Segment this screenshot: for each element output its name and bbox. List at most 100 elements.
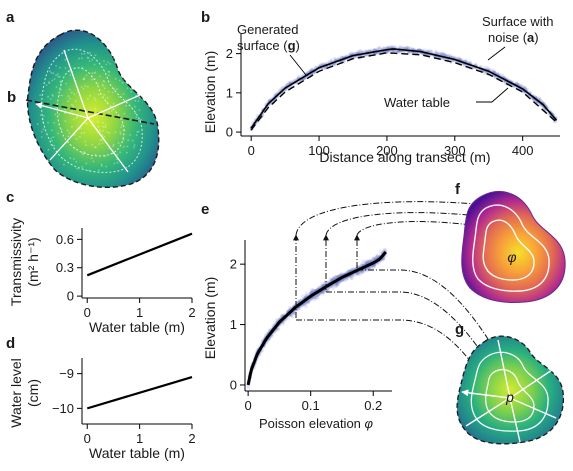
d-x-tick-label: 1 — [136, 431, 143, 446]
map-a-speckle-dot — [59, 66, 61, 69]
c-x-tick-label: 2 — [188, 305, 195, 320]
b-noise-point — [340, 55, 344, 60]
d-y-tick-label: −10 — [52, 401, 74, 416]
b-noise-point — [404, 46, 408, 51]
panel-b: b 0 100 200 300 400 012 Distance along trans… — [201, 9, 560, 165]
map-a-speckle-dot — [94, 153, 97, 156]
map-a-speckle-dot — [87, 98, 89, 100]
c-y-axis-label-line2: (m² h⁻¹) — [25, 237, 41, 286]
map-a-speckle-dot — [82, 153, 84, 156]
c-y-tick-label: 0.6 — [56, 232, 74, 247]
map-a-speckle-dot — [114, 131, 117, 134]
e-y-axis-label: Elevation (m) — [202, 277, 218, 359]
map-a-speckle-dot — [138, 109, 141, 111]
map-a-speckle-dot — [55, 107, 57, 109]
map-a-speckle-dot — [135, 116, 138, 119]
map-a-speckle-dot — [133, 146, 135, 149]
map-a-speckle-dot — [99, 131, 102, 133]
map-a-speckle-dot — [112, 102, 115, 105]
e-point — [382, 247, 387, 252]
d-data-line — [86, 376, 193, 410]
c-y-tick-label: 0 — [67, 289, 74, 304]
b-noise-point — [363, 49, 368, 54]
map-a-speckle-dot — [83, 78, 85, 81]
map-a-speckle-dot — [45, 84, 48, 86]
b-noise-point — [410, 47, 415, 51]
b-noise-point — [386, 45, 391, 49]
map-a-speckle-dot — [112, 145, 114, 148]
b-noise-point — [358, 49, 362, 53]
map-a-speckle-dot — [136, 131, 139, 133]
b-noise-point — [398, 45, 402, 49]
map-a-speckle-dot — [85, 162, 88, 165]
b-annotation-water-table: Water table — [384, 95, 450, 110]
b-noise-point — [392, 49, 397, 54]
b-noise-point — [368, 49, 372, 53]
map-a-speckle-dot — [123, 78, 126, 81]
map-a-speckle-dot — [47, 81, 50, 84]
b-noise-point — [435, 51, 439, 55]
map-a-speckle-dot — [63, 112, 66, 114]
transect-line — [25, 99, 155, 125]
map-a-speckle-dot — [70, 111, 73, 113]
d-x-tick-label: 2 — [188, 431, 195, 446]
b-noise-point — [328, 59, 333, 63]
map-a-speckle-dot — [134, 99, 137, 102]
b-noise-point — [440, 52, 444, 56]
b-annotation-generated-line1: Generated — [237, 22, 298, 37]
map-a-speckle-dot — [72, 105, 75, 108]
b-noise-point — [320, 62, 325, 67]
map-a-speckle-dot — [83, 77, 86, 80]
map-a-speckle-dot — [94, 54, 97, 57]
b-noise-point — [552, 120, 557, 124]
e-y-tick-label: 2 — [230, 257, 237, 272]
map-a-speckle-dot — [51, 79, 53, 82]
map-a-speckle-dot — [51, 94, 54, 96]
map-a-speckle-dot — [61, 94, 63, 97]
map-a-speckle-dot — [73, 134, 76, 137]
b-noise-point — [399, 45, 403, 49]
map-a-speckle-dot — [71, 125, 73, 128]
map-a-speckle-dot — [85, 144, 87, 147]
b-noise-point — [394, 49, 399, 53]
map-a-speckle-dot — [83, 131, 86, 134]
panel-label-c: c — [6, 189, 14, 206]
map-a-speckle-dot — [53, 121, 56, 124]
map-a-speckle-dot — [99, 75, 101, 78]
map-a-speckle-dot — [97, 169, 100, 172]
b-noise-point — [433, 51, 438, 55]
map-a-speckle-dot — [80, 86, 83, 89]
b-noise-point — [442, 57, 446, 61]
b-noise-point — [329, 58, 334, 62]
map-a-speckle-dot — [110, 110, 113, 112]
map-a-speckle-dot — [127, 139, 130, 142]
c-y-ticks: 0 0.3 0.6 — [56, 232, 82, 304]
map-a-speckle-dot — [139, 119, 142, 122]
b-noise-point — [402, 50, 406, 54]
b-noise-point — [336, 56, 341, 61]
map-a-speckle-dot — [92, 160, 95, 163]
b-noise-point — [279, 87, 283, 91]
panel-label-b: b — [201, 9, 210, 26]
map-a-speckle-dot — [76, 167, 79, 170]
map-a-speckle-dot — [56, 73, 59, 76]
map-a-speckle-dot — [67, 95, 70, 98]
b-noise-point — [525, 88, 530, 92]
map-a-speckle-dot — [102, 121, 105, 124]
b-noise-point — [382, 46, 386, 50]
d-y-tick-label: −9 — [59, 366, 74, 381]
map-a-speckle-dot — [74, 100, 77, 102]
map-a-speckle-dot — [112, 143, 115, 146]
map-a-speckle-dot — [137, 86, 140, 89]
map-a-speckle-dot — [91, 78, 93, 81]
e-x-ticks: 0 0.1 0.2 — [245, 391, 382, 413]
map-a-speckle-dot — [67, 100, 69, 103]
d-y-ticks: −10 −9 — [52, 366, 82, 416]
e-y-tick-label: 0 — [230, 377, 237, 392]
b-noise-point — [393, 45, 397, 49]
map-a-speckle-dot — [52, 72, 55, 75]
map-a-speckle-dot — [51, 139, 54, 142]
map-a-speckle-dot — [53, 144, 55, 147]
b-noise-point — [482, 71, 486, 75]
